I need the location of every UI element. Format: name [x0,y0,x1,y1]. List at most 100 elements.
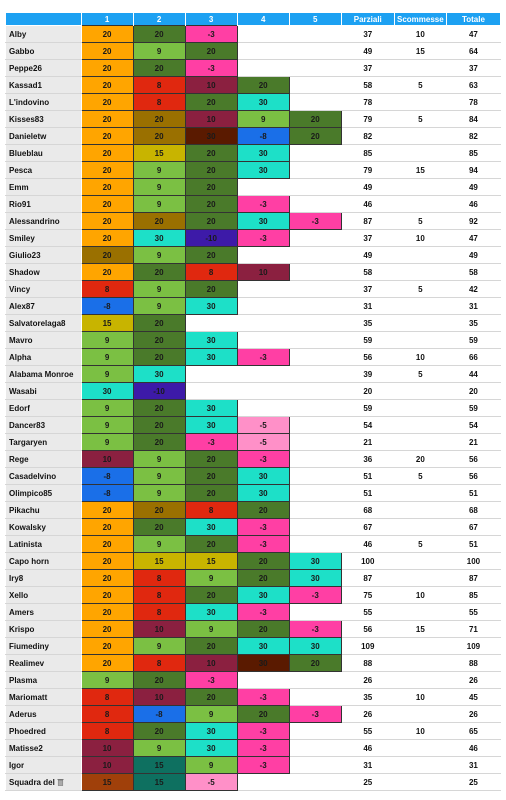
totale-value: 71 [445,620,502,638]
totale-value: 58 [445,263,502,281]
scommesse-value [393,773,447,791]
round-4-score: -3 [236,450,290,468]
player-name-label: Salvatorelaga8 [9,318,66,328]
round-1-score: 15 [80,773,134,791]
round-5-score: 20 [288,110,342,128]
round-5-score: -3 [288,586,342,604]
round-4-score [236,399,290,417]
player-name-label: Emm [9,182,29,192]
round-2-score: -10 [132,382,186,400]
round-1-score: 10 [80,739,134,757]
round-5-score: 30 [288,569,342,587]
player-name: Kassad1 [5,76,82,94]
parziali-value: 87 [340,569,395,587]
player-name-label: Targaryen [9,437,48,447]
table-row: Emm 20 9 20 49 49 [5,178,502,196]
round-3-score: 9 [184,569,238,587]
round-1-score: 20 [80,42,134,60]
round-3-score: 20 [184,195,238,213]
totale-value: 55 [445,603,502,621]
player-name: Mariomatt [5,688,82,706]
round-3-score: 20 [184,246,238,264]
round-4-score [236,773,290,791]
round-3-score: 20 [184,212,238,230]
round-4-score: 30 [236,484,290,502]
round-3-score: 20 [184,178,238,196]
parziali-value: 85 [340,144,395,162]
round-3-score: 20 [184,688,238,706]
round-3-score: 20 [184,535,238,553]
round-1-score: 8 [80,280,134,298]
totale-value: 44 [445,365,502,383]
header-name [5,13,82,26]
round-3-score: 30 [184,348,238,366]
scommesse-value: 10 [393,229,447,247]
round-5-score: 30 [288,552,342,570]
parziali-value: 51 [340,467,395,485]
scommesse-value: 15 [393,620,447,638]
round-2-score: 9 [132,297,186,315]
parziali-value: 67 [340,518,395,536]
header-row: 1 2 3 4 5 Parziali Scommesse Totale [5,13,502,26]
parziali-value: 58 [340,76,395,94]
round-5-score [288,25,342,43]
round-4-score: 30 [236,93,290,111]
round-2-score: 8 [132,569,186,587]
totale-value: 85 [445,144,502,162]
round-5-score [288,467,342,485]
scommesse-value [393,501,447,519]
parziali-value: 78 [340,93,395,111]
round-4-score [236,382,290,400]
round-2-score: 9 [132,161,186,179]
parziali-value: 59 [340,331,395,349]
totale-value: 87 [445,569,502,587]
player-name-label: Plasma [9,675,38,685]
round-5-score [288,280,342,298]
player-name: Peppe26 [5,59,82,77]
round-2-score: 8 [132,93,186,111]
player-name-label: Kassad1 [9,80,42,90]
scommesse-value: 5 [393,280,447,298]
player-name: Gabbo [5,42,82,60]
parziali-value: 31 [340,756,395,774]
totale-value: 66 [445,348,502,366]
round-4-score: 30 [236,467,290,485]
scommesse-value [393,382,447,400]
round-3-score: 20 [184,586,238,604]
round-3-score: -3 [184,433,238,451]
round-3-score: 30 [184,739,238,757]
parziali-value: 35 [340,688,395,706]
round-2-score: 9 [132,484,186,502]
round-3-score: -3 [184,671,238,689]
header-parziali: Parziali [341,13,395,26]
player-name-label: Xello [9,590,29,600]
scommesse-value: 10 [393,25,447,43]
round-2-score: 20 [132,416,186,434]
totale-value: 49 [445,246,502,264]
parziali-value: 46 [340,739,395,757]
totale-value: 85 [445,586,502,604]
player-name-label: Smiley [9,233,35,243]
table-body: Alby 20 20 -3 37 10 47 Gabbo 20 9 20 49 15 64 Peppe26 2… [5,25,502,791]
player-name: Kowalsky [5,518,82,536]
table-row: Alby 20 20 -3 37 10 47 [5,25,502,43]
parziali-value: 58 [340,263,395,281]
parziali-value: 75 [340,586,395,604]
table-row: Xello 20 8 20 30 -3 75 10 85 [5,586,502,604]
totale-value: 51 [445,484,502,502]
round-4-score: 30 [236,637,290,655]
player-name: Smiley [5,229,82,247]
table-row: Gabbo 20 9 20 49 15 64 [5,42,502,60]
round-2-score: 9 [132,280,186,298]
player-name: Alex87 [5,297,82,315]
player-name-label: Vincy [9,284,31,294]
round-2-score: 20 [132,348,186,366]
scommesse-value [393,569,447,587]
totale-value: 51 [445,535,502,553]
round-5-score: 30 [288,637,342,655]
table-row: Edorf 9 20 30 59 59 [5,399,502,417]
round-4-score [236,25,290,43]
round-1-score: 9 [80,399,134,417]
table-row: Olimpico85 -8 9 20 30 51 51 [5,484,502,502]
scommesse-value [393,59,447,77]
